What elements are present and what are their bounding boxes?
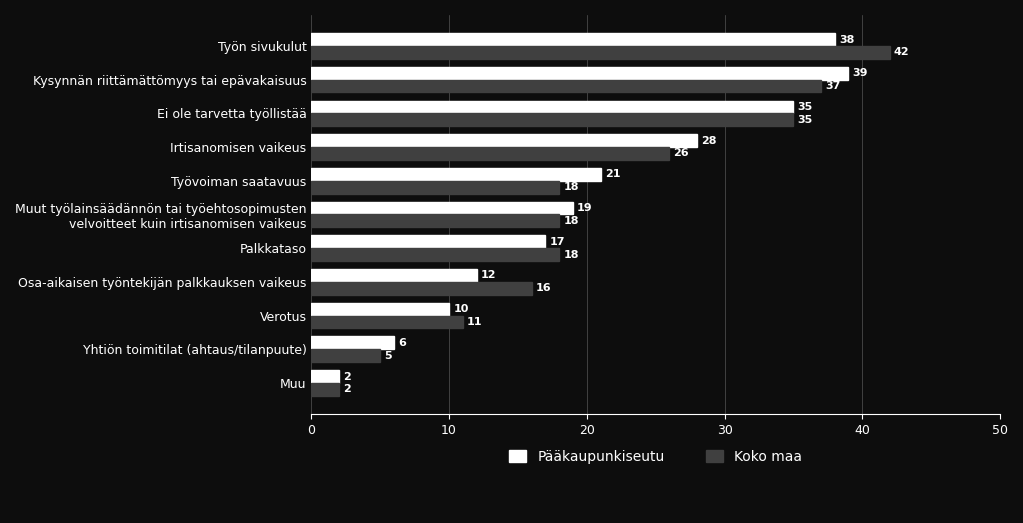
Bar [311,336,394,349]
Legend: Pääkaupunkiseutu, Koko maa: Pääkaupunkiseutu, Koko maa [502,443,809,471]
Bar [311,33,835,46]
Bar [311,349,381,362]
Bar [311,113,794,126]
Text: 2: 2 [343,384,351,394]
Text: 6: 6 [398,338,406,348]
Bar [311,134,697,147]
Text: 10: 10 [453,304,469,314]
Bar [311,370,339,383]
Text: 37: 37 [826,81,841,91]
Text: 39: 39 [852,68,869,78]
Text: 35: 35 [798,115,813,125]
Bar [311,181,560,194]
Text: 21: 21 [605,169,620,179]
Text: 18: 18 [564,182,579,192]
Text: 19: 19 [577,203,592,213]
Bar [311,147,669,160]
Bar [311,248,560,261]
Bar [311,269,477,282]
Text: 17: 17 [549,237,565,247]
Text: 11: 11 [466,317,483,327]
Text: 26: 26 [673,149,690,158]
Bar [311,315,462,328]
Bar [311,235,545,248]
Bar [311,79,820,93]
Text: 18: 18 [564,216,579,226]
Bar [311,67,848,79]
Text: 35: 35 [798,102,813,112]
Bar [311,168,601,181]
Bar [311,46,890,59]
Bar [311,214,560,228]
Text: 5: 5 [385,350,392,361]
Text: 18: 18 [564,249,579,259]
Text: 42: 42 [894,48,909,58]
Text: 16: 16 [536,283,551,293]
Text: 2: 2 [343,371,351,382]
Bar [311,100,794,113]
Text: 12: 12 [481,270,496,280]
Bar [311,383,339,396]
Text: 28: 28 [701,135,717,145]
Text: 38: 38 [839,35,854,44]
Bar [311,282,532,294]
Bar [311,202,573,214]
Bar [311,303,449,315]
